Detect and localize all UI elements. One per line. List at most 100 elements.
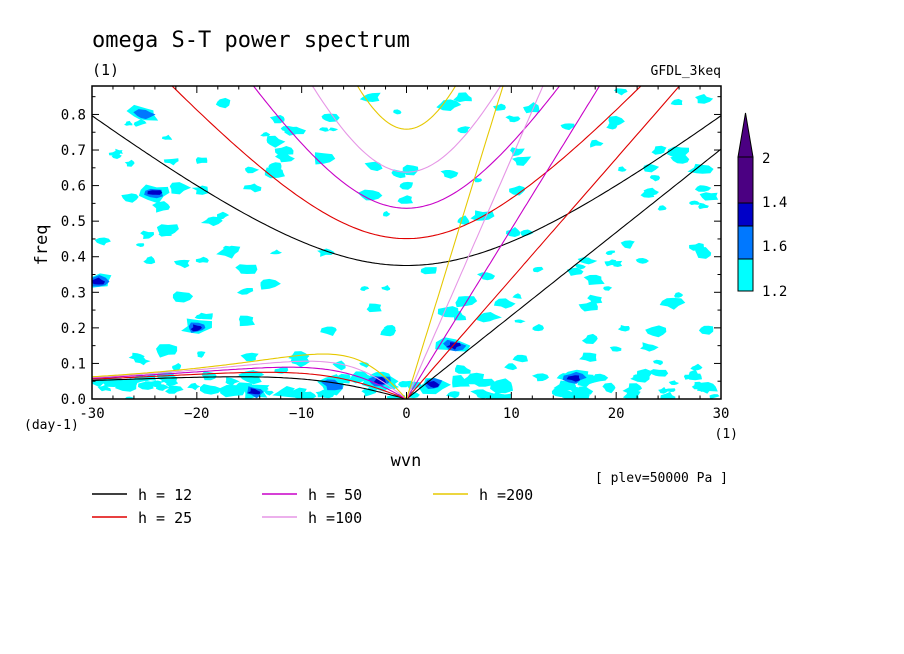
power-patch [689, 242, 704, 251]
y-tick-label: 0.6 [61, 179, 86, 195]
power-patch [698, 202, 709, 210]
power-patch [260, 278, 281, 290]
power-patch [133, 357, 151, 366]
power-patch [635, 258, 649, 264]
power-patch [532, 266, 544, 273]
power-patch [172, 363, 182, 371]
power-patch [617, 325, 630, 332]
power-patch [657, 205, 667, 211]
power-patch [448, 101, 457, 107]
power-patch [197, 351, 206, 358]
power-patch [290, 387, 307, 399]
power-patch [320, 326, 337, 336]
power-patch [653, 359, 663, 366]
legend-label: h =200 [479, 486, 533, 504]
power-patch [490, 378, 513, 394]
power-patch [699, 192, 719, 201]
power-patch [440, 170, 459, 179]
power-patch [505, 115, 521, 123]
colorbar-label: 1.6 [762, 239, 787, 255]
power-patch [523, 102, 540, 114]
power-patch [643, 187, 659, 196]
power-patch [140, 230, 155, 239]
power-patch [658, 387, 669, 394]
power-patch [266, 135, 286, 148]
x-tick-label: 0 [402, 406, 410, 422]
power-patch [216, 245, 241, 259]
power-patch [687, 163, 714, 174]
power-patch [172, 291, 194, 303]
power-patch [457, 215, 470, 225]
power-patch [605, 250, 616, 255]
power-patch [694, 185, 712, 192]
power-patch [328, 127, 339, 132]
power-patch [92, 277, 106, 285]
power-patch [564, 392, 581, 399]
x-units-label: (1) [715, 427, 738, 442]
power-patch [512, 293, 522, 299]
y-tick-label: 0.8 [61, 107, 86, 123]
power-patch [161, 134, 173, 140]
power-patch [319, 127, 329, 132]
power-patch [575, 263, 586, 270]
chart-title: omega S-T power spectrum [92, 28, 410, 53]
colorbar-label: 1.4 [762, 195, 787, 211]
power-patch [269, 249, 282, 255]
power-patch [583, 274, 605, 285]
power-patch [620, 240, 635, 249]
power-patch [381, 285, 391, 291]
colorbar-swatch [737, 202, 754, 227]
power-patch [200, 216, 223, 227]
power-patch [215, 97, 231, 109]
power-patch [514, 319, 526, 324]
power-patch [566, 267, 584, 276]
gravity-wave-curve [311, 86, 502, 173]
power-patch [668, 380, 680, 385]
power-patch [187, 382, 201, 391]
plot-area [91, 85, 722, 400]
power-patch [670, 98, 683, 106]
power-patch [357, 189, 383, 201]
gravity-wave-curve [356, 86, 457, 130]
power-patch [240, 352, 259, 362]
colorbar-swatch [737, 225, 754, 260]
power-patch [194, 314, 204, 320]
power-patch [689, 200, 700, 205]
power-patch [238, 315, 255, 327]
colorbar-extension-arrow [737, 112, 754, 158]
power-patch [586, 375, 603, 385]
power-patch [237, 288, 254, 295]
power-patch [364, 161, 383, 172]
power-patch [317, 248, 335, 257]
y-tick-label: 0.5 [61, 214, 86, 230]
power-patch [195, 157, 208, 164]
power-patch [148, 380, 163, 388]
power-patch [709, 394, 720, 399]
power-patch [284, 126, 306, 136]
power-patch [136, 243, 145, 247]
power-patch [133, 119, 147, 127]
power-patch [645, 325, 667, 338]
power-patch [687, 369, 702, 381]
power-patch [366, 303, 382, 313]
power-patch [217, 211, 230, 219]
power-patch [476, 312, 502, 323]
y-tick-label: 0.1 [61, 356, 86, 372]
y-tick-label: 0.0 [61, 392, 86, 408]
power-patch [603, 286, 613, 291]
power-patch [244, 166, 260, 174]
legend-label: h = 25 [138, 509, 192, 527]
power-patch [473, 177, 483, 183]
power-patch [581, 333, 598, 344]
power-patch [420, 267, 437, 275]
power-patch [399, 181, 413, 190]
chart-units: (1) [92, 61, 119, 79]
power-patch [675, 152, 687, 158]
power-patch [532, 324, 544, 332]
power-patch [493, 298, 516, 309]
legend: h = 12 h = 25 h = 50 h =100 h =200 [92, 486, 533, 527]
power-patch [235, 264, 258, 274]
power-patch [274, 146, 294, 156]
colorbar-label: 1.2 [762, 284, 787, 300]
power-patch [649, 175, 661, 182]
